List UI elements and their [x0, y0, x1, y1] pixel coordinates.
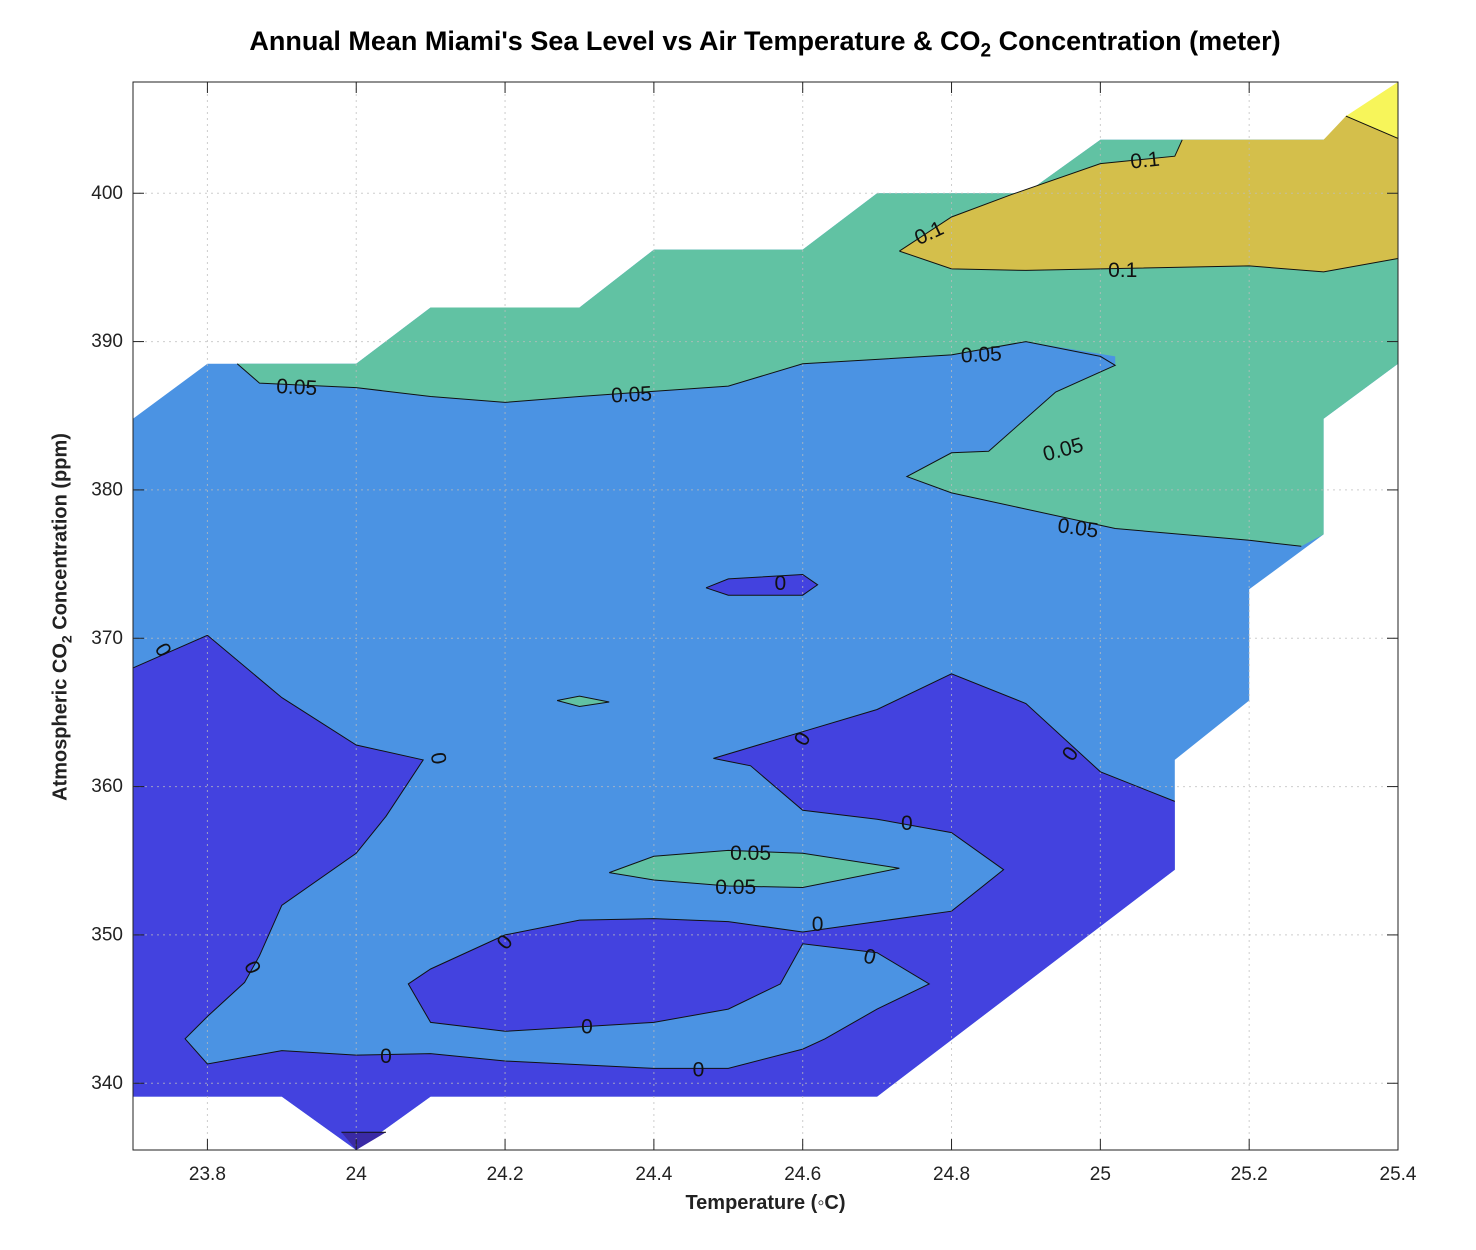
contour-region-5	[706, 574, 818, 596]
contour-label-20: 0	[581, 1015, 593, 1038]
axis-ticks: 23.8 24 24.2 24.4 24.6 24.8 25 25.2 25.4 340 350 36…	[91, 82, 1417, 1185]
x-tick-label-4: 24.6	[784, 1164, 821, 1185]
contour-line-1	[899, 250, 1399, 273]
contour-line-0	[236, 341, 1302, 547]
contour-label-1: 0.05	[611, 382, 653, 407]
x-tick-label-6: 25	[1090, 1164, 1111, 1185]
contour-line-8	[556, 695, 610, 708]
contour-label-15: 0.05	[715, 876, 756, 899]
x-tick-label-0: 23.8	[189, 1164, 226, 1185]
y-tick-label-3: 370	[91, 628, 123, 649]
x-tick-label-2: 24.2	[487, 1164, 524, 1185]
contour-label-0: 0.05	[276, 375, 318, 400]
axes-frame	[132, 81, 1399, 1151]
chart-title-subscript: 2	[980, 40, 992, 62]
x-tick-label-8: 25.4	[1380, 1164, 1417, 1185]
contour-label-2: 0.05	[960, 342, 1002, 367]
x-tick-label-1: 24	[346, 1164, 368, 1185]
contour-label-13: 0	[901, 812, 913, 835]
contour-lines	[132, 115, 1399, 1133]
contour-region-6	[341, 1132, 386, 1150]
contour-line-2	[899, 139, 1183, 252]
contour-line-7	[609, 849, 900, 889]
contour-line-3	[1345, 115, 1399, 139]
chart-title-main: Annual Mean Miami's Sea Level vs Air Tem…	[249, 26, 981, 56]
contour-line-5	[705, 573, 819, 596]
y-tick-label-0: 340	[91, 1073, 123, 1094]
y-tick-label-1: 350	[91, 924, 123, 945]
contour-label-6: 0.1	[1129, 148, 1160, 174]
contour-label-21: 0	[380, 1045, 392, 1068]
contour-label-10: 0	[426, 751, 451, 767]
grid-lines	[133, 82, 1399, 1150]
x-tick-label-5: 24.8	[933, 1164, 970, 1185]
x-tick-label-3: 24.4	[635, 1164, 672, 1185]
filled-regions	[133, 82, 1399, 1150]
contour-label-22: 0	[693, 1058, 705, 1081]
contour-region-4	[133, 635, 1175, 1150]
chart-title-tail: Concentration (meter)	[991, 26, 1281, 56]
contour-label-18: 0	[861, 945, 878, 970]
contour-label-7: 0.1	[1108, 259, 1137, 282]
contour-region-3	[1345, 82, 1398, 139]
x-axis-label: Temperature (◦C)	[685, 1192, 846, 1214]
y-axis-label: Atmospheric CO2 Concentration (ppm)	[50, 433, 75, 801]
contour-region-2	[899, 116, 1398, 272]
y-axis-label-subscript: 2	[58, 635, 75, 644]
y-tick-label-6: 400	[91, 183, 123, 204]
contour-label-4: 0.05	[1056, 514, 1100, 542]
contour-label-14: 0.05	[730, 842, 771, 865]
contour-line-4	[132, 634, 1175, 1069]
x-tick-label-7: 25.2	[1231, 1164, 1268, 1185]
y-tick-label-4: 380	[91, 479, 123, 500]
contour-label-16: 0	[812, 913, 824, 936]
y-axis-label-main: Atmospheric CO	[49, 643, 72, 801]
contour-label-8: 0	[775, 572, 787, 595]
y-tick-label-2: 360	[91, 776, 123, 797]
chart-title: Annual Mean Miami's Sea Level vs Air Tem…	[0, 26, 1476, 62]
y-tick-label-5: 390	[91, 331, 123, 352]
contour-region-7	[609, 850, 900, 888]
y-axis-label-tail: Concentration (ppm)	[49, 433, 72, 636]
